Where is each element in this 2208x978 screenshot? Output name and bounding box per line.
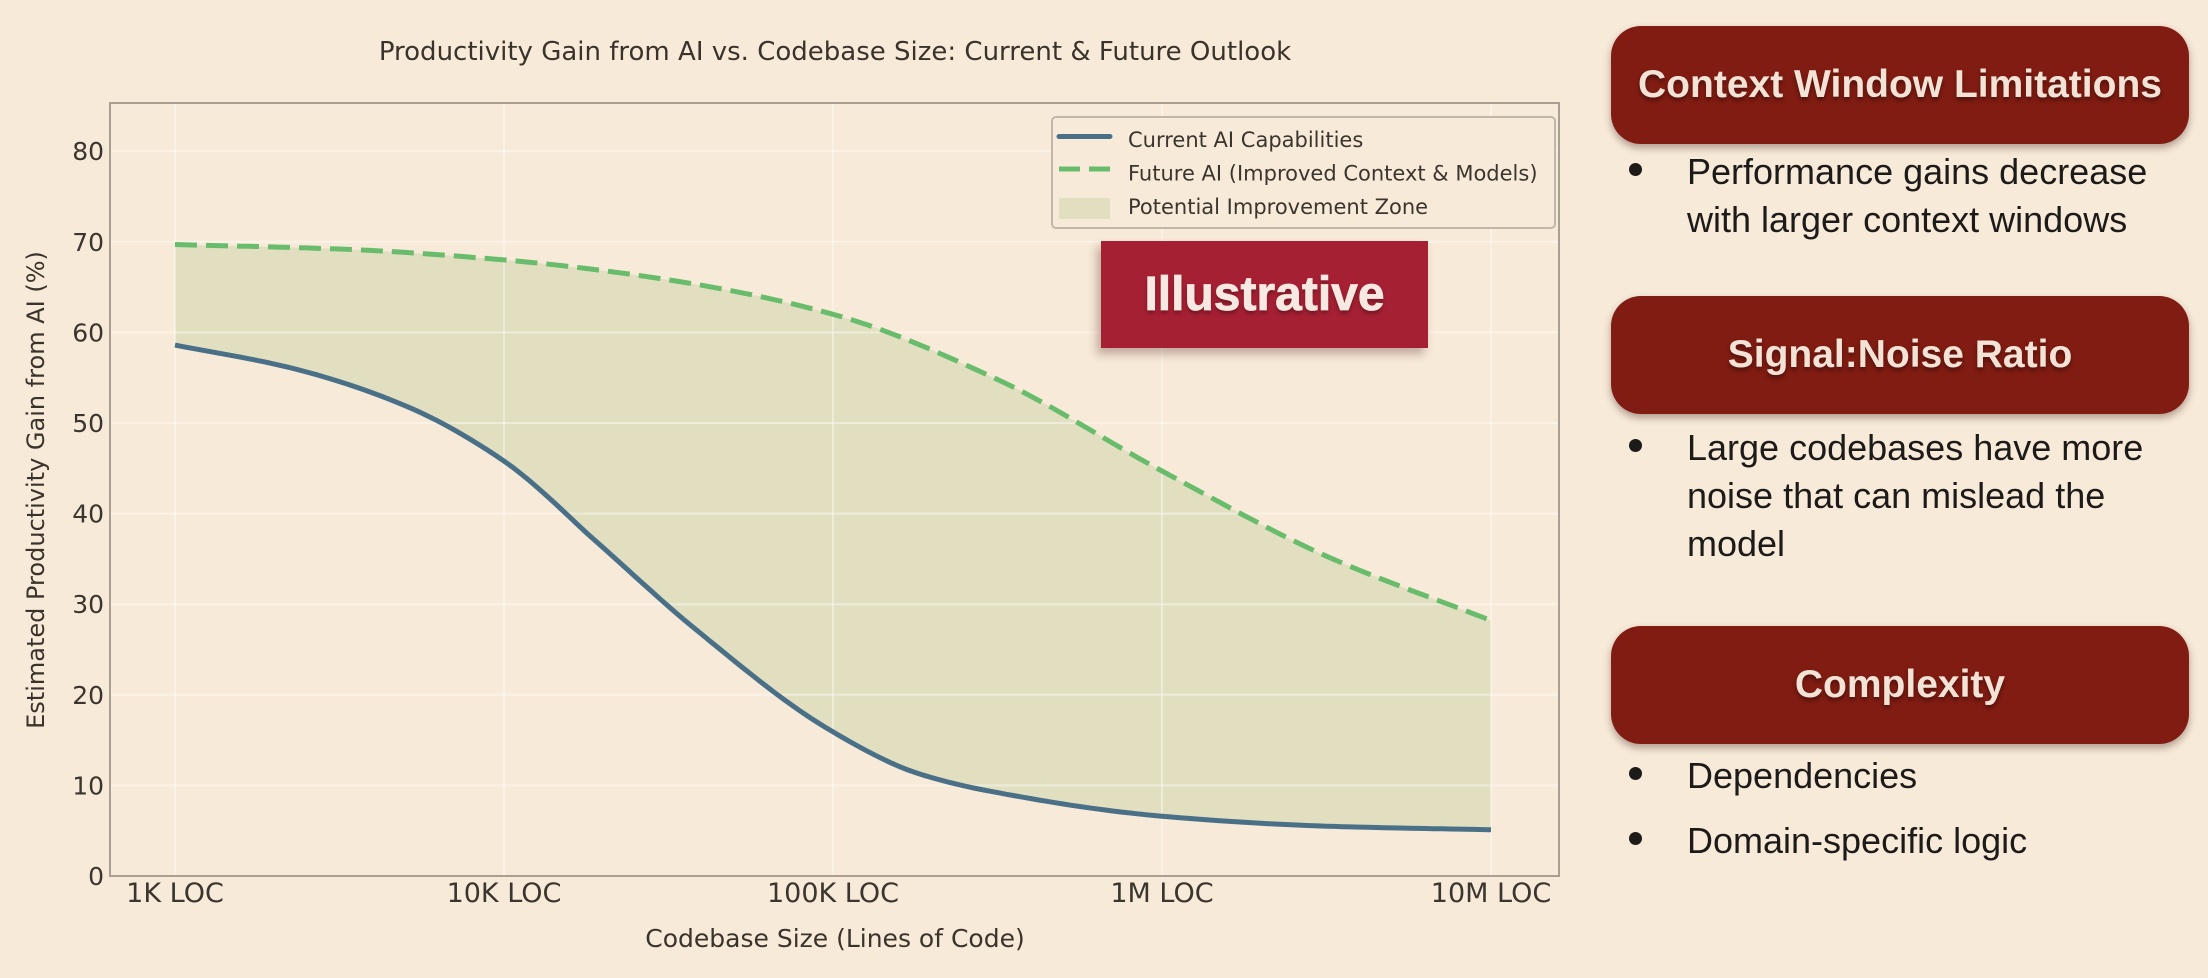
svg-text:80: 80 bbox=[72, 137, 104, 166]
svg-text:Codebase Size (Lines of Code): Codebase Size (Lines of Code) bbox=[645, 924, 1024, 953]
svg-text:30: 30 bbox=[72, 590, 104, 619]
svg-text:40: 40 bbox=[72, 500, 104, 529]
svg-text:50: 50 bbox=[72, 409, 104, 438]
svg-text:10K LOC: 10K LOC bbox=[447, 878, 562, 909]
svg-text:1K LOC: 1K LOC bbox=[126, 878, 224, 909]
svg-text:10: 10 bbox=[72, 771, 104, 800]
svg-text:0: 0 bbox=[88, 862, 104, 891]
svg-text:Future AI (Improved Context &: Future AI (Improved Context & Models) bbox=[1128, 162, 1538, 186]
svg-text:Productivity Gain from AI vs.: Productivity Gain from AI vs. Codebase S… bbox=[379, 37, 1291, 67]
svg-text:Current AI Capabilities: Current AI Capabilities bbox=[1128, 128, 1363, 152]
svg-text:60: 60 bbox=[72, 318, 104, 347]
svg-text:1M LOC: 1M LOC bbox=[1110, 878, 1213, 909]
svg-text:70: 70 bbox=[72, 228, 104, 257]
svg-text:Estimated Productivity Gain fr: Estimated Productivity Gain from AI (%) bbox=[22, 251, 50, 729]
svg-text:20: 20 bbox=[72, 681, 104, 710]
svg-text:10M LOC: 10M LOC bbox=[1431, 878, 1551, 909]
svg-text:Potential Improvement Zone: Potential Improvement Zone bbox=[1128, 195, 1428, 219]
svg-text:100K LOC: 100K LOC bbox=[767, 878, 899, 909]
